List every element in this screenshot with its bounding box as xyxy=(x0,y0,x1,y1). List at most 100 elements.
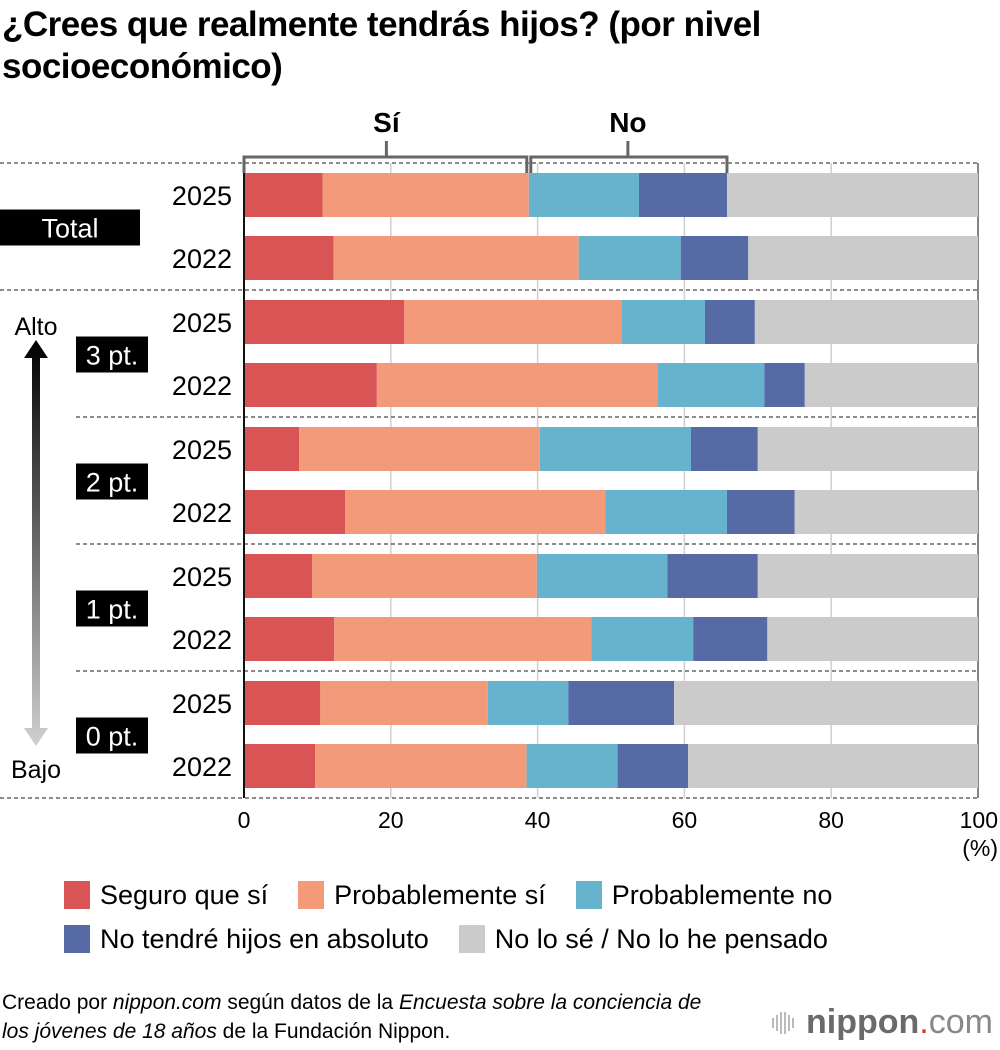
legend-row-2: No tendré hijos en absoluto No lo sé / N… xyxy=(64,917,862,961)
bar-segment xyxy=(767,617,978,661)
bar-segment xyxy=(312,554,537,598)
logo-tld: com xyxy=(928,1003,993,1041)
bar-segment xyxy=(617,744,689,788)
group-label: 0 pt. xyxy=(86,722,139,752)
bar-segment xyxy=(244,427,300,471)
bar-segment xyxy=(680,236,749,280)
logo-bars-icon xyxy=(772,1011,796,1034)
source-note: Creado por nippon.com según datos de la … xyxy=(2,988,722,1046)
bracket-no-label: No xyxy=(609,107,646,138)
year-label: 2025 xyxy=(172,308,232,338)
year-label: 2025 xyxy=(172,689,232,719)
legend-item-probablemente-si: Probablemente sí xyxy=(298,880,546,911)
year-label: 2025 xyxy=(172,181,232,211)
year-label: 2022 xyxy=(172,498,232,528)
legend-swatch-no-absoluto xyxy=(64,925,90,953)
bar-segment xyxy=(726,490,795,534)
logo-brand: nippon xyxy=(806,1003,920,1041)
bar-segment xyxy=(244,681,321,725)
legend: Seguro que sí Probablemente sí Probablem… xyxy=(64,873,862,961)
bar-segment xyxy=(657,363,765,407)
bar-segment xyxy=(376,363,658,407)
source-text: Creado por xyxy=(2,991,113,1014)
source-text: según datos de la xyxy=(221,991,399,1014)
group-label-box xyxy=(0,209,140,246)
legend-item-seguro-si: Seguro que sí xyxy=(64,880,268,911)
bar-segment xyxy=(404,300,623,344)
axis-high-label: Alto xyxy=(14,313,57,341)
bar-segment xyxy=(244,300,405,344)
legend-swatch-probablemente-no xyxy=(575,881,602,909)
bar-segment xyxy=(299,427,540,471)
year-label: 2025 xyxy=(172,435,232,465)
year-label: 2025 xyxy=(172,562,232,592)
x-tick-label: 40 xyxy=(525,807,551,833)
bar-segment xyxy=(345,490,606,534)
bar-segment xyxy=(764,363,805,407)
legend-swatch-no-lo-se xyxy=(458,925,485,953)
bar-segment xyxy=(638,173,727,217)
group-label: 2 pt. xyxy=(86,468,139,498)
bar-segment xyxy=(539,427,692,471)
legend-item-no-lo-se: No lo sé / No lo he pensado xyxy=(458,924,828,955)
bar-segment xyxy=(691,427,758,471)
bar-segment xyxy=(244,744,316,788)
legend-label: No tendré hijos en absoluto xyxy=(100,923,429,954)
bar-segment xyxy=(244,554,313,598)
bar-segment xyxy=(757,554,978,598)
chart-title: ¿Crees que realmente tendrás hijos? (por… xyxy=(2,5,761,86)
bar-segment xyxy=(748,236,978,280)
bar-segment xyxy=(487,681,569,725)
x-tick-label: 80 xyxy=(818,807,844,833)
group-label-box xyxy=(76,463,148,500)
bar-segment xyxy=(244,236,334,280)
legend-swatch-seguro-si xyxy=(64,881,90,909)
bar-segment xyxy=(536,554,668,598)
axis-low-label: Bajo xyxy=(11,756,61,784)
bar-segment xyxy=(804,363,978,407)
bar-segment xyxy=(794,490,978,534)
bar-segment xyxy=(754,300,978,344)
logo-dot: . xyxy=(919,1003,929,1041)
legend-label: Seguro que sí xyxy=(100,879,269,910)
bar-segment xyxy=(320,681,488,725)
bar-segment xyxy=(244,490,346,534)
bar-segment xyxy=(568,681,675,725)
group-label-box xyxy=(76,590,148,627)
legend-label: Probablemente sí xyxy=(334,879,546,910)
bracket-no xyxy=(529,155,729,173)
bar-segment xyxy=(591,617,694,661)
bracket-si-label: Sí xyxy=(373,107,401,138)
source-site: nippon.com xyxy=(112,991,222,1014)
group-label: 1 pt. xyxy=(86,595,139,625)
x-tick-label: 0 xyxy=(238,807,251,833)
bar-segment xyxy=(667,554,758,598)
chart-area: 2025 2022 Total 2025 2022 3 pt. 2025 2022 2 pt. 2… xyxy=(0,107,998,861)
bar-segment xyxy=(688,744,978,788)
year-label: 2022 xyxy=(172,752,232,782)
bar-segment xyxy=(578,236,681,280)
year-label: 2022 xyxy=(172,625,232,655)
group-label: 3 pt. xyxy=(86,341,139,371)
legend-item-probablemente-no: Probablemente no xyxy=(575,879,833,911)
nippon-logo: nippon. com xyxy=(772,1003,993,1042)
bar-segment xyxy=(757,427,978,471)
source-survey-name: Encuesta sobre la conciencia de los jóve… xyxy=(2,991,702,1043)
legend-label: Probablemente no xyxy=(611,879,833,910)
group-label-box xyxy=(76,336,148,373)
x-tick-label: 20 xyxy=(378,807,404,833)
bar-segment xyxy=(333,236,579,280)
legend-item-no-absoluto: No tendré hijos en absoluto xyxy=(64,924,429,955)
legend-row-1: Seguro que sí Probablemente sí Probablem… xyxy=(64,873,862,917)
x-tick-label: 60 xyxy=(672,807,698,833)
socioeconomic-arrow-icon xyxy=(24,340,48,746)
source-text: de la Fundación Nippon. xyxy=(216,1020,451,1043)
year-label: 2022 xyxy=(172,371,232,401)
bar-segment xyxy=(674,681,978,725)
bracket-si xyxy=(242,155,529,173)
bar-segment xyxy=(244,363,377,407)
x-tick-label: 100 xyxy=(960,807,998,833)
bar-segment xyxy=(622,300,705,344)
bar-segment xyxy=(704,300,755,344)
bar-segment xyxy=(244,173,323,217)
